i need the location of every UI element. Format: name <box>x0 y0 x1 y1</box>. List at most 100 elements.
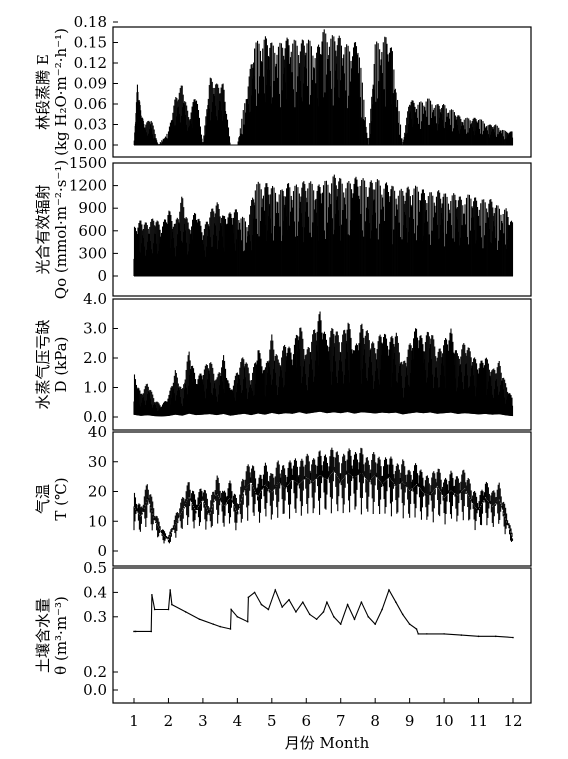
data-point <box>308 613 311 616</box>
data-point <box>415 628 418 630</box>
y-axis-units: D (kPa) <box>52 337 70 393</box>
data-point <box>295 611 297 613</box>
data-point <box>247 596 250 599</box>
data-point <box>322 611 325 613</box>
data-point <box>171 603 173 606</box>
y-tick-label: 40 <box>88 423 107 441</box>
y-tick-label: 0.0 <box>83 681 107 699</box>
x-tick-label: 5 <box>267 712 277 730</box>
data-point <box>267 608 270 611</box>
data-point <box>477 635 480 638</box>
data-point <box>212 623 215 625</box>
data-point <box>360 601 363 603</box>
panel-frame <box>112 431 532 567</box>
y-tick-label: 0 <box>97 542 107 560</box>
y-tick-label: 2.0 <box>83 349 107 367</box>
series-E <box>133 29 514 146</box>
y-axis-title: 林段蒸腾 E <box>34 54 52 130</box>
data-point <box>260 603 263 606</box>
data-point <box>460 634 463 636</box>
data-point <box>133 630 135 633</box>
panel-frame <box>112 567 532 704</box>
data-point <box>150 630 153 633</box>
x-tick-label: 6 <box>301 712 311 730</box>
data-point <box>326 601 328 603</box>
y-tick-label: 10 <box>88 512 107 530</box>
y-tick-label: 1.0 <box>83 379 107 397</box>
data-point <box>443 633 445 635</box>
data-point <box>353 618 356 621</box>
y-axis-units: θ (m³·m⁻³) <box>52 596 70 675</box>
x-axis: 1 2 3 4 5 6 7 8 9 10 11 12 <box>129 698 523 730</box>
data-point <box>315 618 318 621</box>
y-tick-label: 1500 <box>69 154 107 172</box>
y-axis-title: 水蒸气压亏缺 <box>34 319 52 409</box>
panel-D: 0.0 1.0 2.0 3.0 4.0 水蒸气压亏缺 D (kPa) <box>34 290 532 431</box>
y-tick-label: 0.4 <box>83 583 107 601</box>
y-tick-label: 3.0 <box>83 320 107 338</box>
y-axis-title: 土壤含水量 <box>34 598 52 673</box>
data-point <box>346 603 349 606</box>
data-point <box>236 616 239 618</box>
data-point <box>374 623 376 625</box>
data-point <box>230 608 232 611</box>
y-tick-label: 0.15 <box>74 34 107 52</box>
data-point <box>388 589 390 591</box>
data-point <box>151 594 153 596</box>
data-point <box>408 623 411 625</box>
panel-frame <box>112 162 532 297</box>
panel-theta: 0.00.2 0.3 0.4 0.5 土壤含水量 θ (m³·m⁻³) <box>34 559 532 704</box>
data-point <box>401 613 404 616</box>
y-tick-label: 0.18 <box>74 13 107 31</box>
data-point <box>281 606 283 608</box>
y-axis-units: Qo (mmol·m⁻²·s⁻¹) <box>52 160 70 299</box>
x-tick-label: 12 <box>503 712 522 730</box>
data-point <box>219 625 221 628</box>
y-tick-label: 900 <box>78 199 107 217</box>
x-axis-title: 月份 Month <box>285 734 370 752</box>
x-tick-label: 9 <box>405 712 415 730</box>
data-point <box>426 633 428 635</box>
data-point <box>274 589 277 591</box>
x-tick-label: 1 <box>129 712 139 730</box>
y-tick-label: 1200 <box>69 177 107 195</box>
panel-Q: 0 300 600 900 1200 1500 光合有效辐射 Qo (mmol·m⁻²·s⁻¹… <box>34 154 532 299</box>
data-point <box>184 611 187 613</box>
data-point <box>381 608 383 611</box>
x-tick-label: 2 <box>164 712 174 730</box>
panel-E: 0.00 0.03 0.06 0.09 0.12 0.15 0.18 林段蒸腾 E (kg H₂… <box>34 13 532 158</box>
series-Q <box>133 174 514 277</box>
data-point <box>512 636 514 639</box>
panel-frame <box>112 26 532 158</box>
data-point <box>339 623 342 625</box>
panel-T: 0 10 20 30 40 气温 T (℃) <box>34 423 532 567</box>
data-point <box>253 591 256 594</box>
y-tick-label: 20 <box>88 483 107 501</box>
x-tick-label: 4 <box>233 712 243 730</box>
series-D <box>133 311 514 417</box>
x-tick-label: 8 <box>370 712 380 730</box>
y-axis-title: 气温 <box>34 484 52 514</box>
y-tick-label: 0.3 <box>83 608 107 626</box>
y-tick-label: 0.06 <box>74 95 107 113</box>
data-point <box>167 608 170 611</box>
data-point <box>134 630 137 633</box>
data-point <box>367 616 370 618</box>
data-point <box>198 618 201 621</box>
data-point <box>395 601 397 603</box>
y-tick-label: 0.0 <box>83 408 107 426</box>
x-tick-label: 3 <box>198 712 208 730</box>
panel-frame <box>112 298 532 431</box>
data-point <box>417 633 420 635</box>
data-point <box>494 635 497 638</box>
data-point <box>169 589 171 591</box>
series-theta <box>133 588 514 639</box>
y-tick-label: 4.0 <box>83 290 107 308</box>
data-point <box>153 608 156 611</box>
data-point <box>302 601 304 603</box>
y-tick-label: 0.03 <box>74 116 107 134</box>
y-tick-label: 600 <box>78 222 107 240</box>
y-tick-label: 0.2 <box>83 663 107 681</box>
